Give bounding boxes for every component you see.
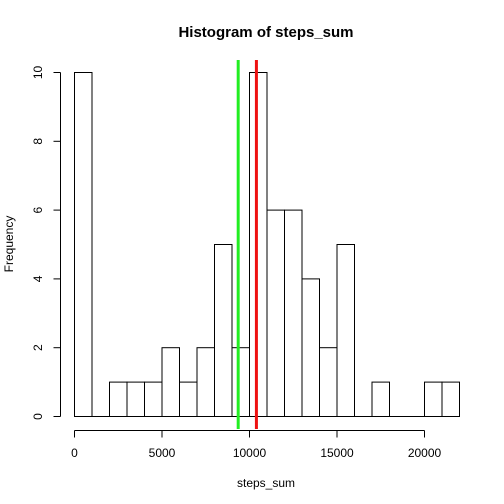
x-tick-label: 5000: [149, 446, 176, 460]
y-tick-label: 2: [31, 344, 45, 351]
histogram-bar: [214, 244, 233, 417]
x-tick-label: 0: [71, 446, 78, 460]
histogram-bar: [74, 72, 93, 417]
histogram-bar: [126, 381, 145, 418]
histogram-bar: [161, 347, 180, 418]
histogram-bar: [249, 72, 268, 417]
x-tick-label: 20000: [408, 446, 442, 460]
x-axis-title: steps_sum: [237, 476, 295, 490]
y-tick-label: 0: [31, 413, 45, 420]
y-tick-label: 6: [31, 206, 45, 213]
histogram-bar: [231, 347, 250, 418]
x-axis: 0 5000 10000 15000 20000: [71, 430, 442, 460]
reference-lines: [236, 60, 258, 429]
histogram-bar: [371, 381, 390, 418]
histogram-bar: [424, 381, 443, 418]
histogram-bar: [266, 209, 285, 417]
histogram-bar: [441, 381, 460, 418]
x-tick-label: 10000: [233, 446, 267, 460]
y-axis-title: Frequency: [2, 216, 16, 273]
y-tick-label: 4: [31, 275, 45, 282]
chart-title: Histogram of steps_sum: [178, 24, 353, 41]
histogram-bar: [109, 381, 128, 418]
y-axis: 0 2 4 6 8 10: [31, 66, 61, 420]
y-tick-label: 10: [31, 66, 45, 80]
histogram-bar: [284, 209, 303, 417]
histogram-bar: [301, 278, 320, 417]
x-tick-label: 15000: [320, 446, 354, 460]
histogram-bar: [319, 347, 338, 418]
histogram-bar: [144, 381, 163, 418]
histogram-bar: [336, 244, 355, 417]
histogram-bar: [179, 381, 198, 418]
histogram-bars: [74, 72, 460, 418]
y-tick-label: 8: [31, 138, 45, 145]
histogram-bar: [196, 347, 215, 418]
